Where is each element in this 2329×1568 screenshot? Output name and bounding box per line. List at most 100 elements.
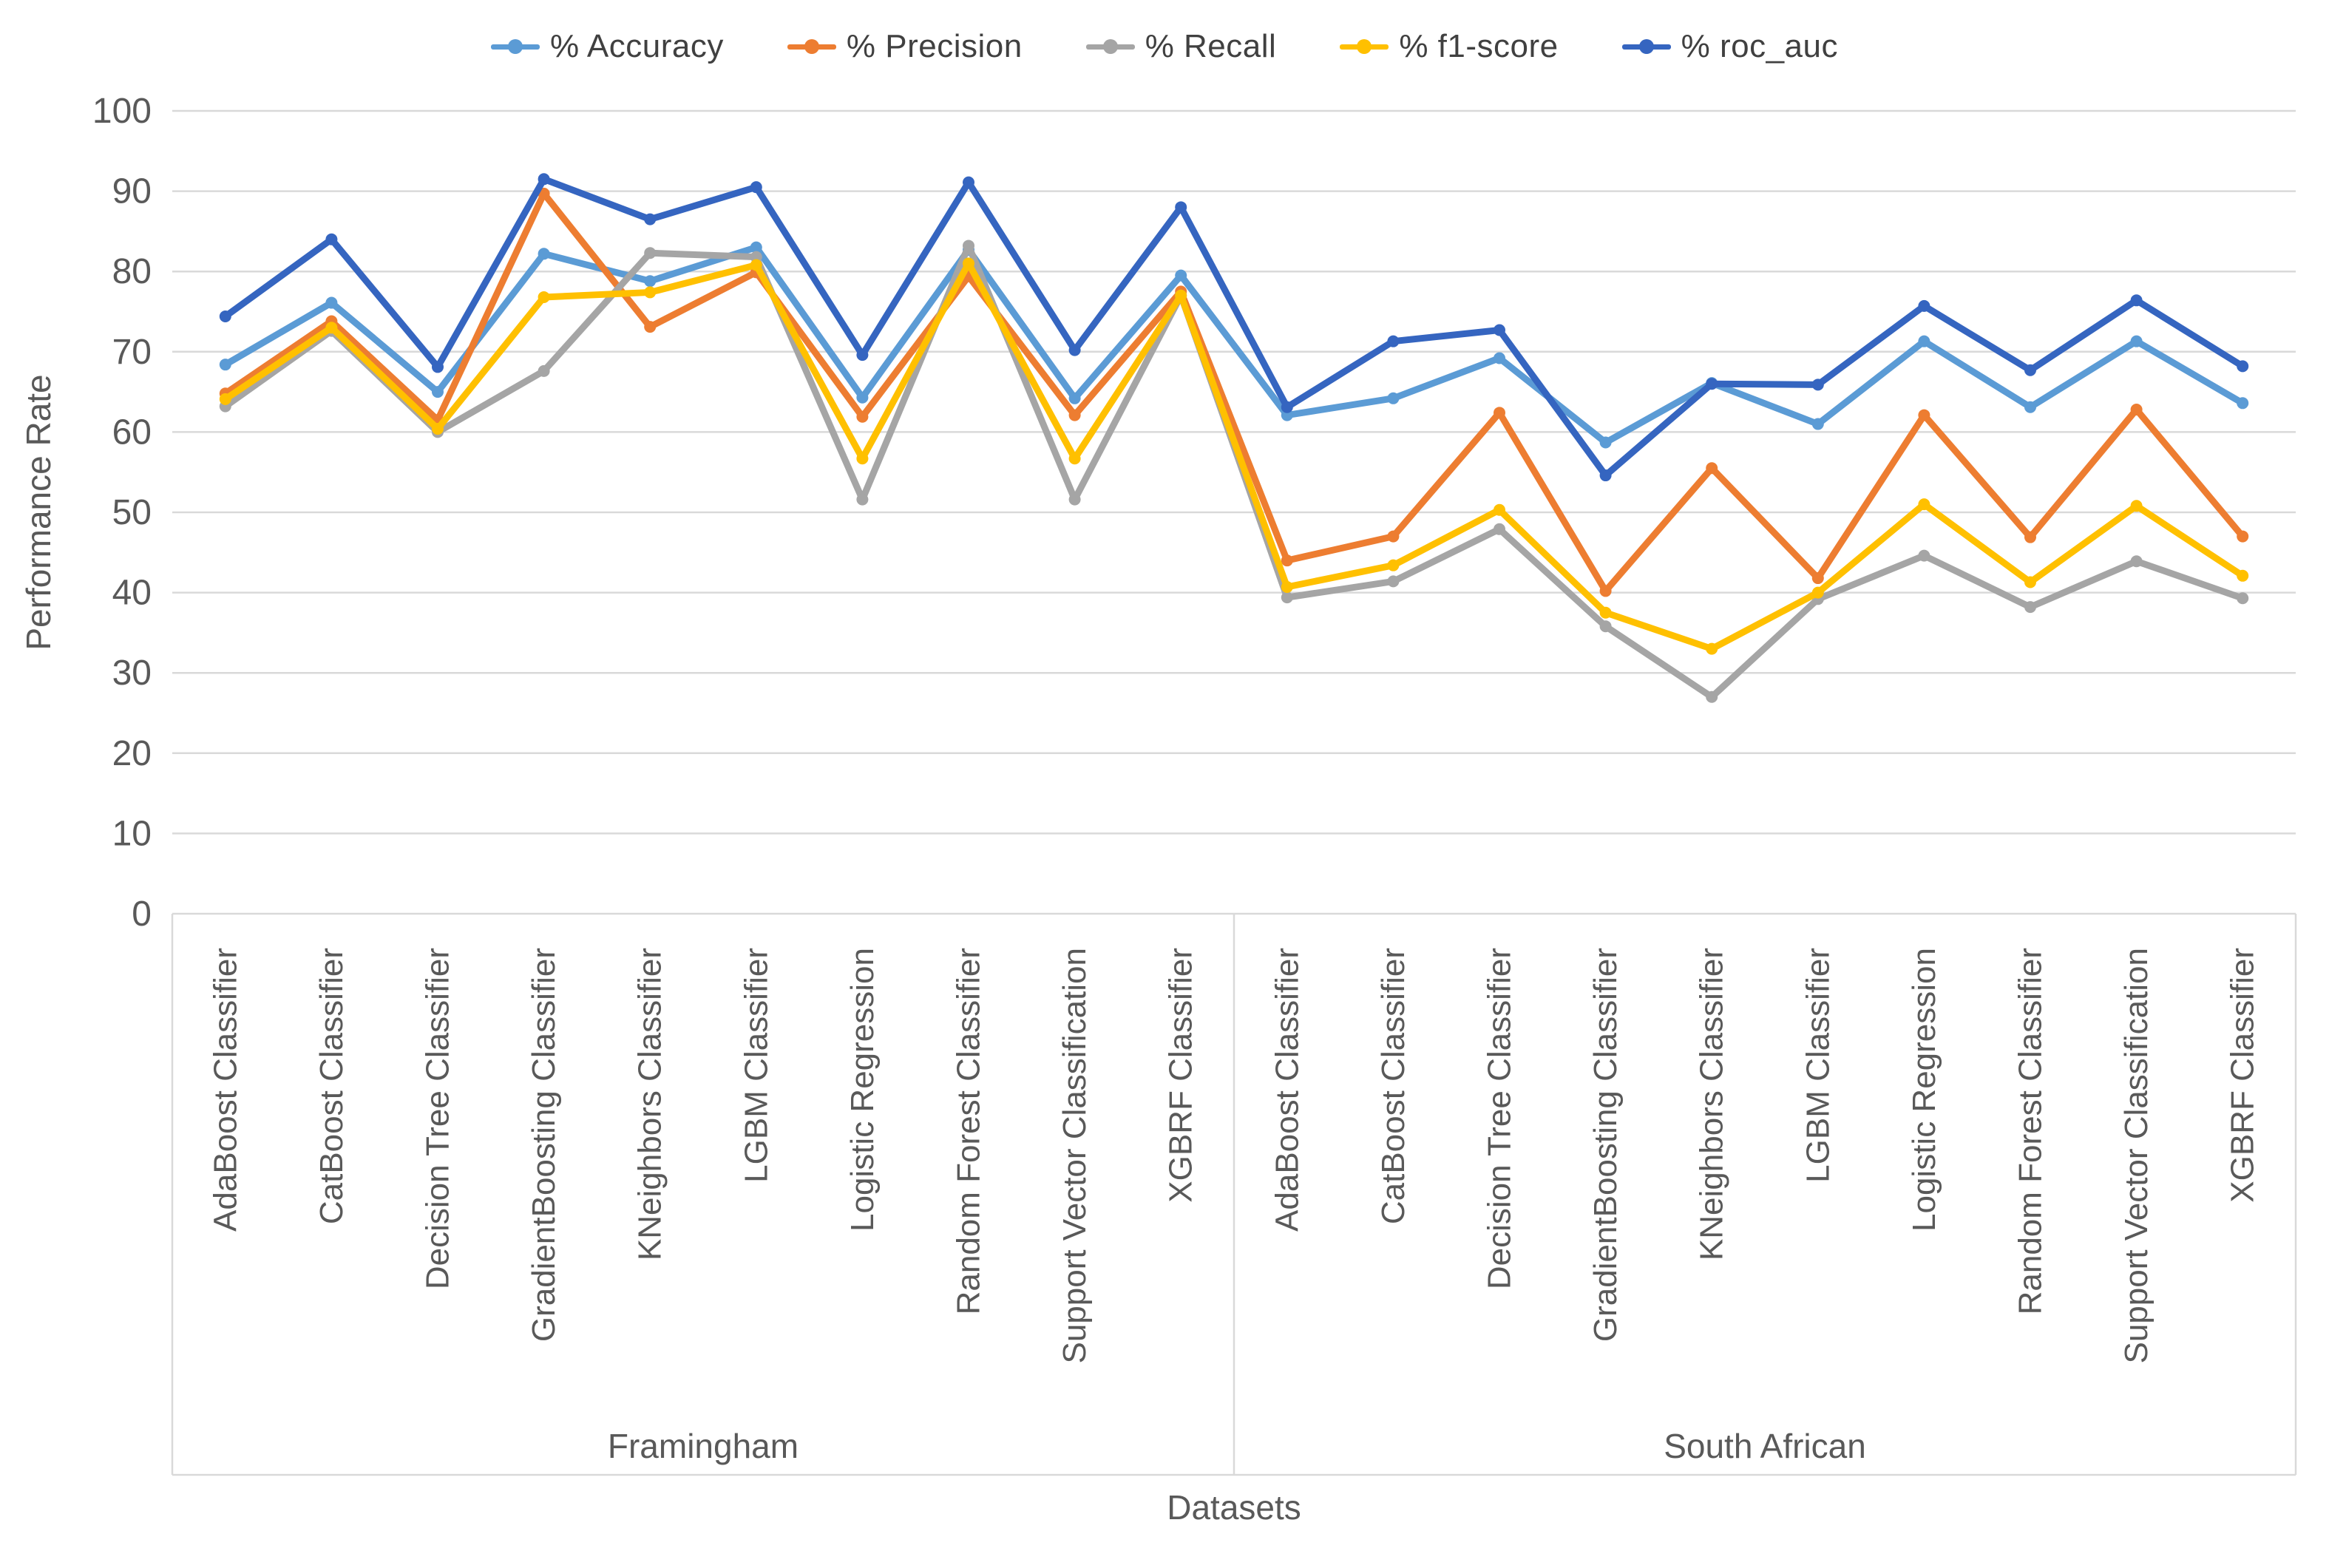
data-point-precision <box>1918 409 1930 421</box>
precision-line-marker-icon <box>787 39 836 54</box>
data-point-roc-auc <box>1387 335 1400 347</box>
data-point-accuracy <box>1068 392 1081 404</box>
category-label: Decision Tree Classifier <box>1482 948 1518 1289</box>
data-point-f1-score <box>432 423 444 435</box>
category-label: LGBM Classifier <box>1800 948 1836 1183</box>
data-point-roc-auc <box>1281 401 1293 413</box>
legend-item-precision[interactable]: % Precision <box>787 28 1023 65</box>
legend-label: % Precision <box>846 28 1023 64</box>
category-label: CatBoost Classifier <box>313 948 350 1224</box>
data-point-recall <box>644 247 657 259</box>
category-label: Random Forest Classifier <box>2013 948 2049 1314</box>
data-point-precision <box>1706 462 1718 475</box>
chart-legend: % Accuracy % Precision % Recall % f1-sco… <box>0 28 2329 65</box>
data-point-precision <box>1811 572 1824 585</box>
data-point-accuracy <box>1175 269 1187 282</box>
data-point-roc-auc <box>750 181 762 194</box>
data-point-recall <box>1494 523 1505 535</box>
category-label: GradientBoosting Classifier <box>526 948 562 1342</box>
data-point-roc-auc <box>1068 344 1081 356</box>
data-point-precision <box>1387 530 1400 543</box>
category-label: AdaBoost Classifier <box>207 948 243 1232</box>
y-tick-label: 40 <box>112 574 152 613</box>
data-point-precision <box>1494 407 1505 419</box>
data-point-recall <box>2237 592 2249 605</box>
legend-label: % Accuracy <box>550 28 724 64</box>
data-point-roc-auc <box>219 310 231 323</box>
legend-item-f1-score[interactable]: % f1-score <box>1340 28 1558 65</box>
data-point-recall <box>1281 591 1293 604</box>
data-point-accuracy <box>432 386 444 398</box>
data-point-roc-auc <box>1706 378 1718 390</box>
data-point-accuracy <box>1918 335 1930 347</box>
data-point-accuracy <box>538 248 550 260</box>
data-point-f1-score <box>2237 569 2249 582</box>
data-point-f1-score <box>538 291 550 303</box>
category-label: KNeighbors Classifier <box>632 948 668 1260</box>
data-point-accuracy <box>325 296 338 309</box>
data-point-accuracy <box>2024 401 2036 413</box>
y-tick-label: 90 <box>112 172 152 211</box>
data-point-precision <box>856 410 869 423</box>
category-label: Random Forest Classifier <box>951 948 987 1314</box>
data-point-roc-auc <box>1599 469 1612 482</box>
category-label: LGBM Classifier <box>738 948 774 1183</box>
y-tick-label: 20 <box>112 734 152 773</box>
category-label: KNeighbors Classifier <box>1694 948 1730 1260</box>
y-tick-label: 70 <box>112 333 152 372</box>
data-point-accuracy <box>219 359 231 371</box>
data-point-f1-score <box>2024 576 2036 588</box>
data-point-accuracy <box>644 275 657 288</box>
data-point-f1-score <box>1811 586 1824 599</box>
data-point-recall <box>1599 620 1612 633</box>
group-label-framingham: Framingham <box>608 1427 799 1465</box>
category-label: Logistic Regression <box>1906 948 1942 1232</box>
y-axis-tick-labels: 0 10 20 30 40 50 60 70 80 90 100 <box>92 92 152 934</box>
data-point-recall <box>1706 690 1718 703</box>
category-labels: AdaBoost Classifier CatBoost Classifier De… <box>207 948 2260 1364</box>
legend-item-recall[interactable]: % Recall <box>1085 28 1277 65</box>
data-point-roc-auc <box>1494 324 1505 336</box>
data-point-f1-score <box>856 452 869 465</box>
category-label: Support Vector Classification <box>1057 948 1093 1364</box>
legend-label: % f1-score <box>1399 28 1559 64</box>
data-point-accuracy <box>856 391 869 404</box>
legend-item-accuracy[interactable]: % Accuracy <box>491 28 724 65</box>
data-point-roc-auc <box>325 233 338 245</box>
data-point-recall <box>1387 575 1400 588</box>
category-axis-box <box>171 914 2297 1476</box>
data-point-recall <box>963 240 974 252</box>
data-point-recall <box>1918 549 1930 562</box>
data-point-precision <box>1281 554 1293 567</box>
series-line-f1-score <box>222 259 2246 653</box>
y-tick-label: 0 <box>132 895 152 934</box>
data-point-roc-auc <box>538 173 550 186</box>
data-point-precision <box>2130 403 2143 415</box>
data-point-precision <box>644 321 657 333</box>
data-point-f1-score <box>1387 559 1400 571</box>
data-point-accuracy <box>2130 335 2143 347</box>
data-point-recall <box>2130 555 2143 568</box>
data-point-accuracy <box>1387 392 1400 404</box>
roc-auc-line-marker-icon <box>1621 39 1671 54</box>
data-point-accuracy <box>1599 436 1612 449</box>
data-point-f1-score <box>1175 289 1187 302</box>
data-point-accuracy <box>2237 397 2249 410</box>
data-point-f1-score <box>750 259 762 271</box>
category-label: XGBRF Classifier <box>1163 948 1199 1203</box>
category-label: CatBoost Classifier <box>1375 948 1411 1224</box>
data-point-roc-auc <box>963 176 974 189</box>
group-label-south-african: South African <box>1664 1427 1866 1465</box>
data-point-f1-score <box>644 286 657 299</box>
legend-label: % roc_auc <box>1681 28 1838 64</box>
legend-item-roc-auc[interactable]: % roc_auc <box>1621 28 1838 65</box>
data-point-f1-score <box>963 257 974 270</box>
data-point-recall <box>1068 493 1081 506</box>
legend-label: % Recall <box>1145 28 1277 64</box>
data-point-roc-auc <box>856 349 869 362</box>
series-lines <box>219 173 2249 703</box>
data-point-roc-auc <box>2024 364 2036 376</box>
data-point-roc-auc <box>1175 201 1187 214</box>
